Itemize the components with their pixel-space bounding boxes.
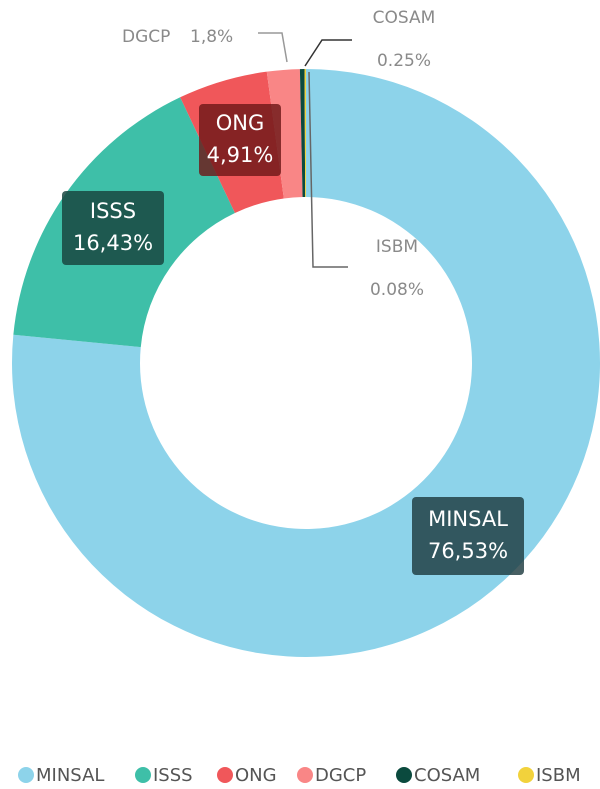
- label-box: [412, 497, 524, 575]
- legend-label: ISSS: [153, 765, 193, 786]
- slice-label: ISBM: [376, 237, 418, 257]
- legend-swatch: [297, 767, 313, 783]
- legend-swatch: [18, 767, 34, 783]
- value-label: 16,43%: [73, 231, 153, 255]
- leader-line: [304, 39, 352, 67]
- value-label: 1,8%: [190, 27, 233, 47]
- leader-line: [258, 32, 288, 63]
- legend-swatch: [518, 767, 534, 783]
- value-label: 76,53%: [428, 539, 508, 563]
- labels: MINSAL 76,53% ISSS 16,43% ONG 4,91% DGCP 1,8% CO…: [62, 8, 524, 575]
- value-label: 4,91%: [207, 143, 274, 167]
- leader-line: [308, 71, 348, 268]
- slice-label: ISSS: [90, 199, 136, 223]
- label-box: [62, 191, 164, 265]
- legend-label: ONG: [235, 765, 277, 786]
- legend-swatch: [396, 767, 412, 783]
- slice: [299, 69, 306, 198]
- slice-label: ONG: [216, 111, 265, 135]
- slice-label: MINSAL: [428, 507, 508, 531]
- legend-label: COSAM: [414, 765, 480, 786]
- value-label: 0.08%: [370, 280, 424, 300]
- value-label: 0.25%: [377, 51, 431, 71]
- legend: MINSAL ISSS ONG DGCP COSAM ISBM: [18, 765, 581, 786]
- slice-label: COSAM: [373, 8, 436, 28]
- slice: [304, 69, 306, 198]
- legend-swatch: [135, 767, 151, 783]
- legend-label: MINSAL: [36, 765, 104, 786]
- legend-label: DGCP: [315, 765, 366, 786]
- slice-label: DGCP: [122, 27, 170, 47]
- label-box: [199, 104, 281, 176]
- legend-label: ISBM: [536, 765, 581, 786]
- slice: [266, 69, 303, 199]
- legend-swatch: [217, 767, 233, 783]
